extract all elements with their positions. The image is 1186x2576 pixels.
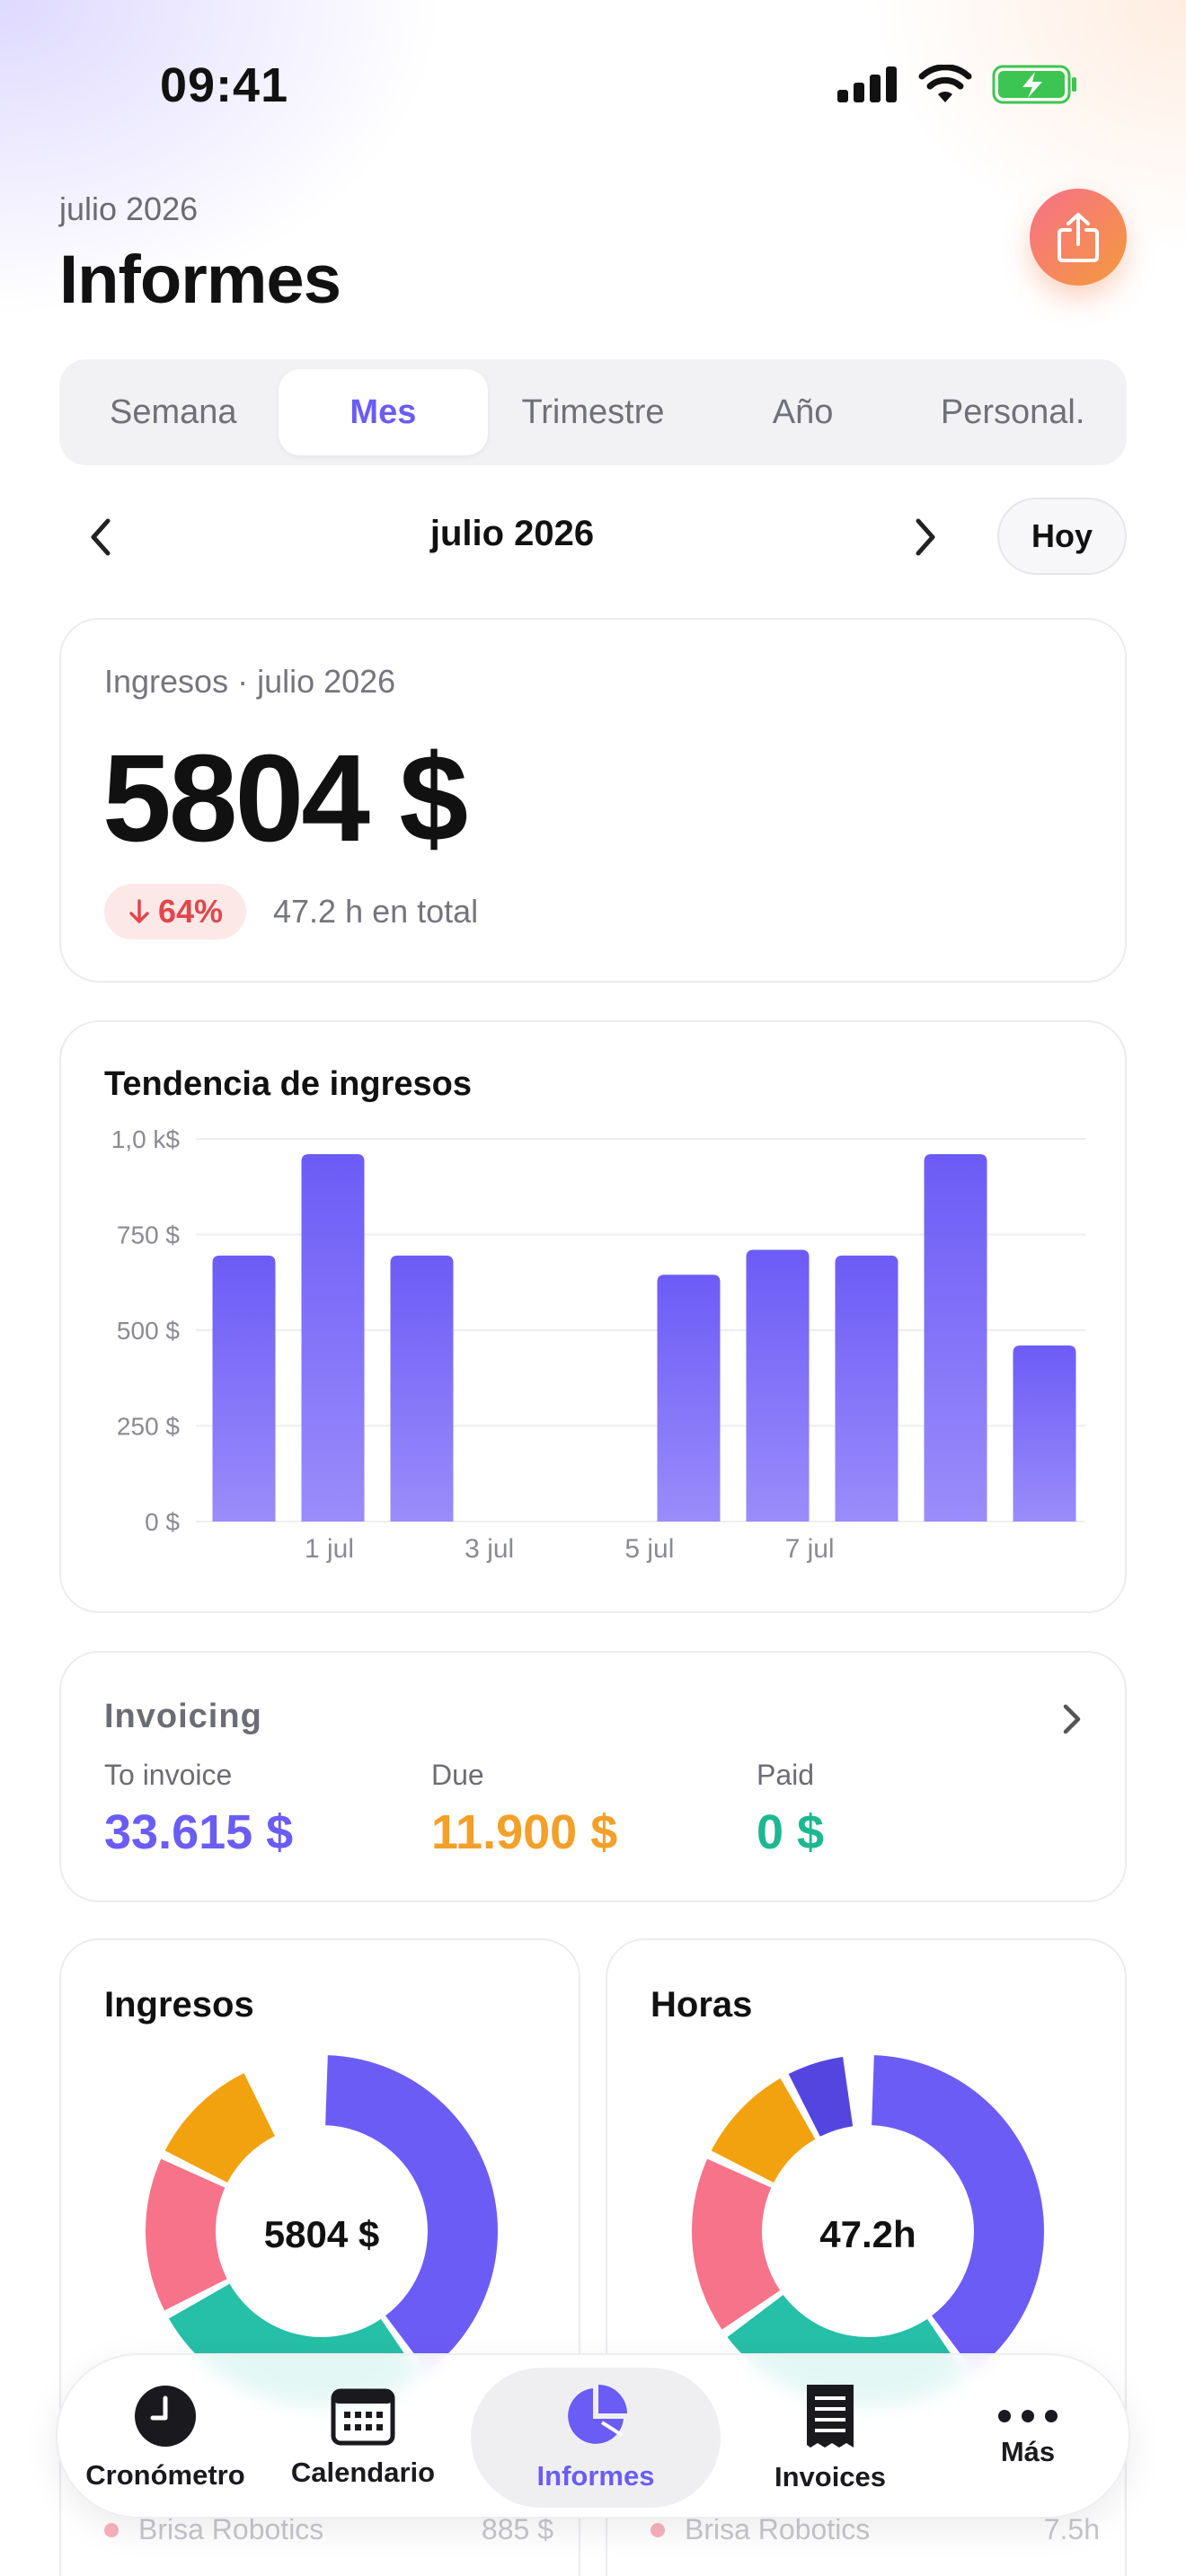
hours-total: 47.2 h en total	[273, 893, 479, 930]
tab-label: Cronómetro	[85, 2459, 245, 2491]
invoicing-title: Invoicing	[104, 1698, 262, 1735]
x-tick-label: 3 jul	[465, 1534, 514, 1564]
invoicing-card[interactable]: Invoicing To invoice 33.615 $ Due 11.900…	[59, 1651, 1127, 1902]
donut-slice[interactable]	[325, 2055, 498, 2372]
due-column: Due 11.900 $	[431, 1759, 617, 1860]
to-invoice-column: To invoice 33.615 $	[104, 1759, 293, 1860]
hours-breakdown-title: Horas	[651, 1985, 753, 2025]
donut-slice[interactable]	[692, 2158, 781, 2330]
x-tick-label: 1 jul	[305, 1534, 354, 1564]
legend-value: 7.5h	[1043, 2513, 1100, 2545]
hours-donut-center: 47.2h	[819, 2213, 916, 2255]
bar[interactable]	[657, 1275, 721, 1522]
more-icon	[998, 2410, 1058, 2422]
paid-value: 0 $	[757, 1805, 825, 1859]
legend-dot	[104, 2522, 119, 2537]
chevron-right-icon	[1063, 1704, 1081, 1734]
tab-label: Calendario	[290, 2457, 436, 2488]
legend-name: Brisa Robotics	[138, 2513, 324, 2545]
tab-calendar[interactable]: Calendario	[273, 2355, 453, 2520]
tab-week[interactable]: Semana	[110, 393, 237, 431]
trend-title: Tendencia de ingresos	[104, 1065, 472, 1103]
legend-item: Brisa Robotics 7.5h	[651, 2513, 1100, 2546]
chevron-left-icon	[91, 518, 111, 556]
due-value: 11.900 $	[431, 1805, 618, 1859]
bar[interactable]	[212, 1255, 276, 1522]
tab-label: Invoices	[774, 2461, 887, 2492]
tab-label: Más	[1000, 2436, 1056, 2467]
tab-custom[interactable]: Personal.	[940, 393, 1085, 431]
revenue-summary-card: Ingresos · julio 2026 5804 $ 64% 47.2 h …	[59, 618, 1127, 983]
tab-label: Informes	[536, 2460, 655, 2492]
share-button[interactable]	[1030, 189, 1127, 286]
current-period-label: julio 2026	[429, 514, 595, 553]
wifi-icon	[918, 65, 972, 102]
paid-column: Paid 0 $	[757, 1759, 824, 1860]
x-tick-label: 5 jul	[624, 1534, 674, 1564]
y-tick-label: 250 $	[117, 1413, 180, 1441]
revenue-label: Ingresos · julio 2026	[104, 663, 396, 700]
revenue-delta-value: 64%	[158, 893, 224, 930]
battery-charging-icon	[992, 65, 1076, 104]
previous-period-button[interactable]	[81, 512, 120, 562]
pie-chart-icon	[568, 2385, 627, 2444]
bar[interactable]	[390, 1255, 454, 1522]
bottom-tab-bar: Cronómetro Calendario Informes Invoices	[56, 2353, 1130, 2519]
revenue-delta-badge: 64%	[104, 884, 247, 940]
revenue-trend-card: Tendencia de ingresos 1,0 k$ 750 $ 500 $ 25…	[59, 1020, 1127, 1613]
calendar-icon	[331, 2388, 395, 2446]
to-invoice-label: To invoice	[104, 1759, 233, 1791]
bar[interactable]	[301, 1154, 365, 1522]
donut-slice[interactable]	[872, 2055, 1044, 2372]
x-tick-label: 7 jul	[785, 1534, 835, 1564]
status-time: 09:41	[160, 58, 289, 112]
bar[interactable]	[924, 1154, 987, 1522]
today-button[interactable]: Hoy	[997, 498, 1127, 575]
revenue-amount: 5804 $	[102, 729, 468, 868]
tab-invoices[interactable]: Invoices	[740, 2355, 920, 2520]
arrow-down-icon	[129, 899, 149, 923]
donut-slice[interactable]	[711, 2078, 816, 2183]
revenue-breakdown-title: Ingresos	[104, 1985, 254, 2025]
tab-quarter[interactable]: Trimestre	[521, 393, 665, 431]
bar[interactable]	[835, 1255, 898, 1522]
period-segmented-control: Semana Mes Trimestre Año Personal.	[59, 359, 1127, 465]
bar[interactable]	[746, 1249, 810, 1522]
tab-month[interactable]: Mes	[278, 369, 489, 455]
y-tick-label: 1,0 k$	[111, 1125, 181, 1153]
paid-label: Paid	[757, 1759, 815, 1791]
due-label: Due	[431, 1759, 484, 1791]
next-period-button[interactable]	[906, 512, 945, 562]
page-title: Informes	[59, 242, 341, 318]
tab-reports[interactable]: Informes	[471, 2355, 721, 2520]
tab-more[interactable]: Más	[938, 2355, 1118, 2520]
header-subtitle: julio 2026	[59, 190, 199, 227]
y-tick-label: 0 $	[145, 1508, 180, 1536]
chevron-right-icon	[916, 518, 935, 556]
revenue-trend-chart: 1,0 k$ 750 $ 500 $ 250 $ 0 $ 1 jul 3 jul 5 jul…	[111, 1125, 1085, 1564]
clock-icon	[135, 2386, 196, 2447]
donut-slice[interactable]	[164, 2073, 275, 2183]
receipt-icon	[807, 2385, 854, 2448]
legend-value: 885 $	[481, 2513, 553, 2545]
legend-name: Brisa Robotics	[685, 2513, 871, 2545]
y-tick-label: 750 $	[117, 1222, 180, 1249]
legend-dot	[651, 2522, 665, 2537]
share-icon	[1058, 213, 1099, 262]
donut-slice[interactable]	[146, 2158, 227, 2311]
status-icons	[837, 65, 1078, 104]
cellular-signal-icon	[837, 66, 897, 102]
legend-item: Brisa Robotics 885 $	[104, 2513, 553, 2546]
tab-stopwatch[interactable]: Cronómetro	[75, 2355, 255, 2520]
revenue-donut-center: 5804 $	[263, 2213, 380, 2255]
tab-year[interactable]: Año	[772, 393, 834, 431]
donut-slice[interactable]	[788, 2057, 854, 2137]
bar[interactable]	[1013, 1345, 1076, 1522]
to-invoice-value: 33.615 $	[104, 1805, 294, 1859]
y-tick-label: 500 $	[117, 1317, 180, 1345]
